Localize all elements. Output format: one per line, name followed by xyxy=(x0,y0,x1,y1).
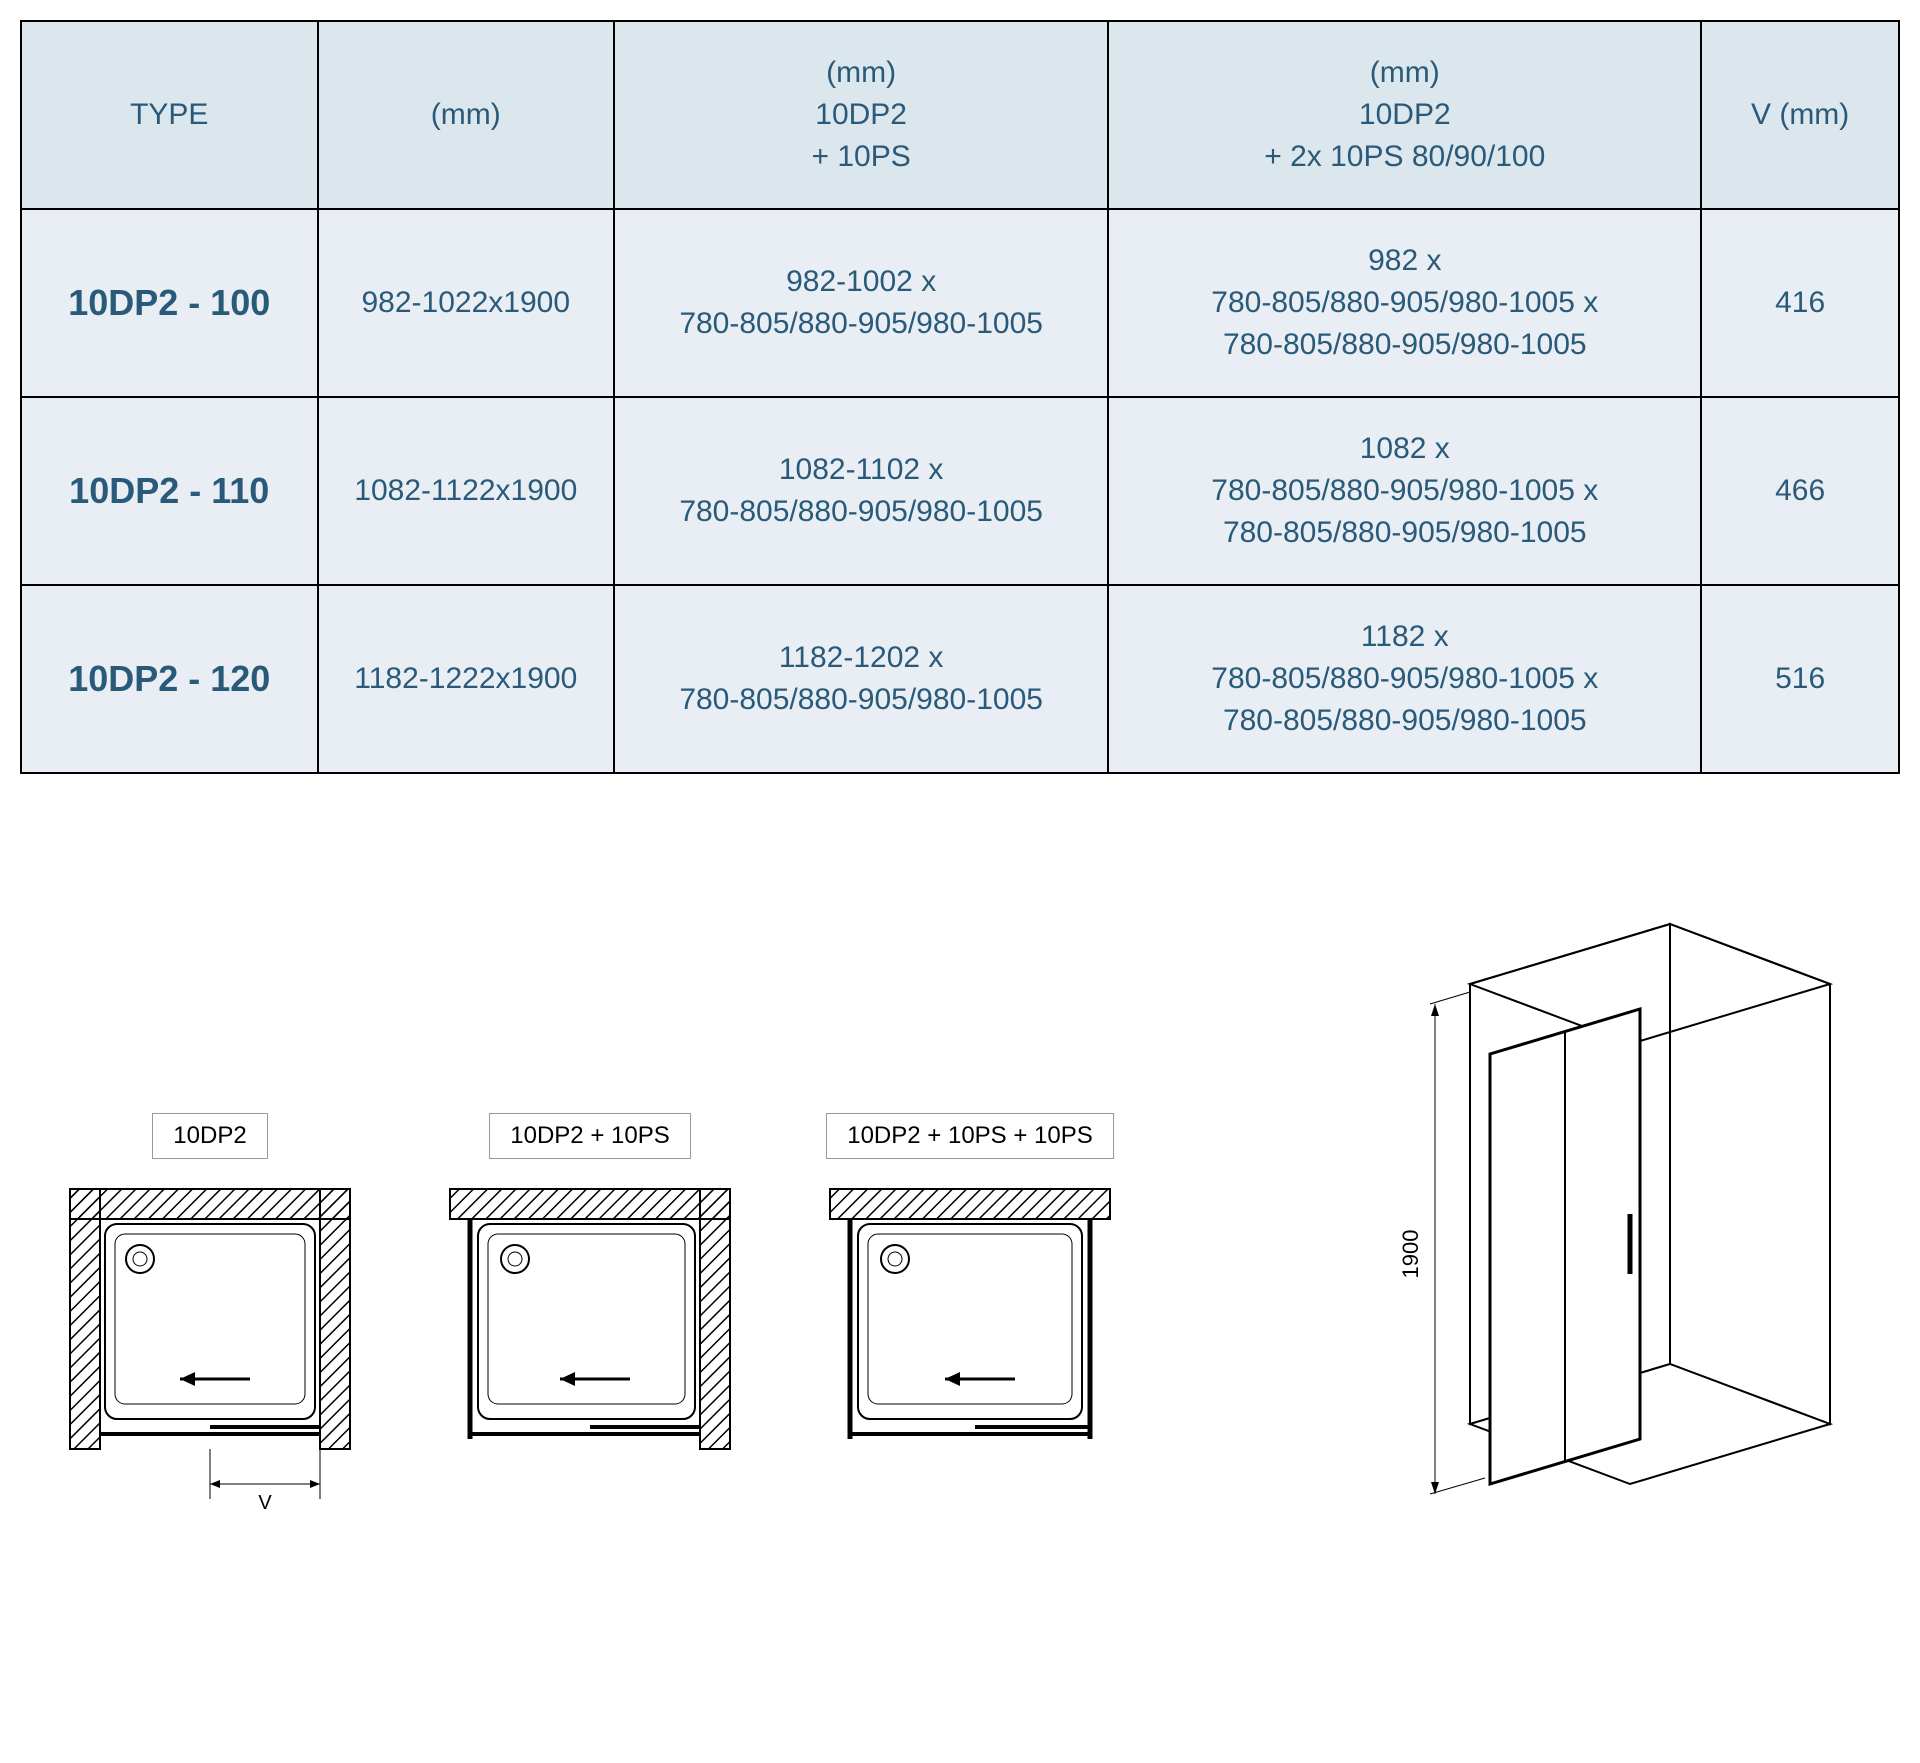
cell-v: 416 xyxy=(1701,209,1899,397)
iso-svg: 1900 xyxy=(1340,894,1860,1514)
plan-diagrams: 10DP2 xyxy=(60,1113,1120,1519)
cell-mm: 1082-1122x1900 xyxy=(318,397,615,585)
cell-c4: 1182 x780-805/880-905/980-1005 x780-805/… xyxy=(1108,585,1701,773)
cell-c4: 1082 x780-805/880-905/980-1005 x780-805/… xyxy=(1108,397,1701,585)
cell-type: 10DP2 - 110 xyxy=(21,397,318,585)
table-header-row: TYPE (mm) (mm)10DP2+ 10PS (mm)10DP2+ 2x … xyxy=(21,21,1899,209)
plan-label: 10DP2 + 10PS + 10PS xyxy=(826,1113,1114,1159)
col-header-v: V (mm) xyxy=(1701,21,1899,209)
cell-type: 10DP2 - 100 xyxy=(21,209,318,397)
spec-table: TYPE (mm) (mm)10DP2+ 10PS (mm)10DP2+ 2x … xyxy=(20,20,1900,774)
cell-mm: 1182-1222x1900 xyxy=(318,585,615,773)
cell-v: 516 xyxy=(1701,585,1899,773)
cell-v: 466 xyxy=(1701,397,1899,585)
diagrams-row: 10DP2 xyxy=(20,894,1900,1519)
dim-v-label: V xyxy=(258,1492,272,1514)
table-body: 10DP2 - 100 982-1022x1900 982-1002 x780-… xyxy=(21,209,1899,773)
cell-mm: 982-1022x1900 xyxy=(318,209,615,397)
isometric-diagram: 1900 xyxy=(1340,894,1860,1519)
cell-c4: 982 x780-805/880-905/980-1005 x780-805/8… xyxy=(1108,209,1701,397)
plan-item: 10DP2 + 10PS xyxy=(440,1113,740,1479)
plan-svg-10dp2-10ps xyxy=(440,1179,740,1479)
plan-item: 10DP2 + 10PS + 10PS xyxy=(820,1113,1120,1479)
plan-svg-10dp2-2x10ps xyxy=(820,1179,1120,1479)
cell-c3: 1082-1102 x780-805/880-905/980-1005 xyxy=(614,397,1108,585)
table-row: 10DP2 - 100 982-1022x1900 982-1002 x780-… xyxy=(21,209,1899,397)
table-row: 10DP2 - 120 1182-1222x1900 1182-1202 x78… xyxy=(21,585,1899,773)
plan-label: 10DP2 xyxy=(152,1113,267,1159)
iso-height-label: 1900 xyxy=(1398,1230,1423,1279)
col-header-mm: (mm) xyxy=(318,21,615,209)
col-header-c3: (mm)10DP2+ 10PS xyxy=(614,21,1108,209)
cell-c3: 982-1002 x780-805/880-905/980-1005 xyxy=(614,209,1108,397)
plan-item: 10DP2 xyxy=(60,1113,360,1519)
table-row: 10DP2 - 110 1082-1122x1900 1082-1102 x78… xyxy=(21,397,1899,585)
col-header-type: TYPE xyxy=(21,21,318,209)
cell-type: 10DP2 - 120 xyxy=(21,585,318,773)
plan-label: 10DP2 + 10PS xyxy=(489,1113,690,1159)
col-header-c4: (mm)10DP2+ 2x 10PS 80/90/100 xyxy=(1108,21,1701,209)
plan-svg-10dp2: V xyxy=(60,1179,360,1519)
cell-c3: 1182-1202 x780-805/880-905/980-1005 xyxy=(614,585,1108,773)
